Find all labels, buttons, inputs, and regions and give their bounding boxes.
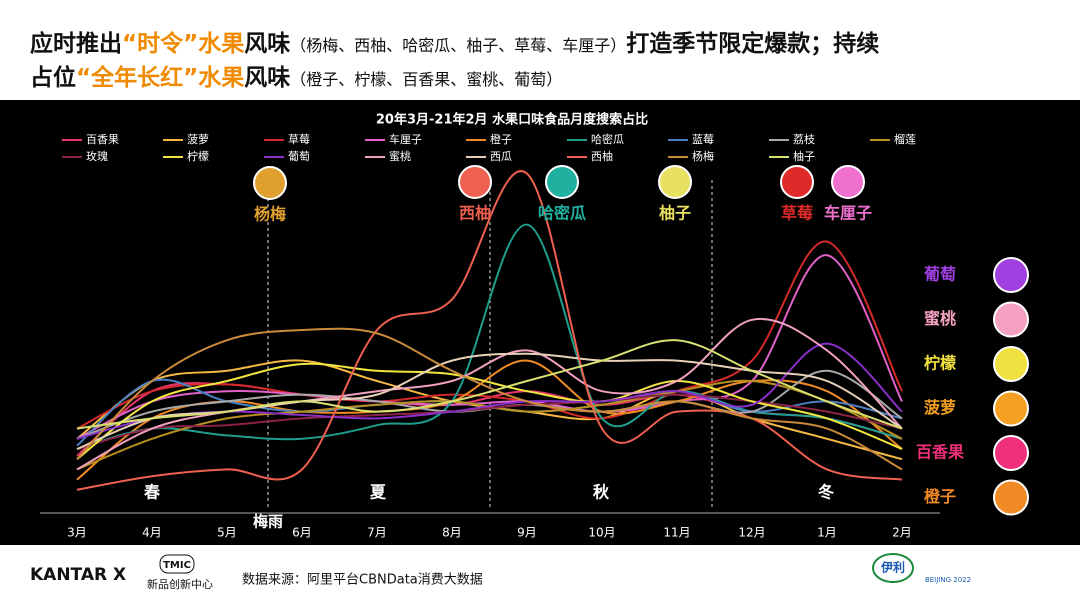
legend-label: 草莓 bbox=[288, 133, 310, 146]
x-tick-label: 10月 bbox=[588, 526, 615, 540]
fruit-icon bbox=[993, 435, 1029, 471]
series-line bbox=[76, 362, 903, 460]
legend-label: 菠萝 bbox=[187, 133, 209, 146]
title-part: （杨梅、西柚、哈密瓜、柚子、草莓、车厘子） bbox=[290, 36, 627, 55]
fruit-icon bbox=[780, 165, 814, 199]
fruit-icon bbox=[993, 257, 1029, 293]
season-label: 春 bbox=[143, 483, 161, 502]
callout-label: 车厘子 bbox=[824, 204, 872, 223]
title-part: 应时推出 bbox=[30, 31, 122, 57]
title-part: 打造季节限定爆款；持续 bbox=[626, 31, 880, 57]
title-part: 风味 bbox=[244, 65, 291, 91]
tmic-name: 新品创新中心 bbox=[147, 577, 213, 591]
x-tick-label: 11月 bbox=[663, 526, 690, 540]
legend-label: 橙子 bbox=[490, 132, 512, 146]
legend-label: 柚子 bbox=[793, 149, 815, 163]
x-tick-label: 12月 bbox=[738, 526, 765, 540]
x-tick-label: 2月 bbox=[892, 526, 912, 540]
fruit-icon bbox=[993, 346, 1029, 382]
legend-label: 蜜桃 bbox=[389, 149, 411, 163]
season-label: 夏 bbox=[369, 483, 387, 502]
legend-label: 榴莲 bbox=[894, 132, 916, 146]
x-tick-label: 4月 bbox=[142, 526, 162, 540]
title-part: 占位 bbox=[30, 65, 76, 91]
year-round-label: 橙子 bbox=[924, 487, 956, 506]
callout-label: 柚子 bbox=[659, 204, 691, 223]
title-part: （橙子、柠檬、百香果、蜜桃、葡萄） bbox=[290, 70, 563, 89]
fruit-icon bbox=[458, 165, 492, 199]
callout-label: 哈密瓜 bbox=[538, 204, 586, 223]
x-tick-label: 1月 bbox=[817, 526, 837, 540]
x-tick-label: 7月 bbox=[367, 526, 387, 540]
header: 应时推出“时令”水果风味（杨梅、西柚、哈密瓜、柚子、草莓、车厘子）打造季节限定爆… bbox=[30, 28, 1070, 96]
title-part: 水果 bbox=[198, 65, 245, 91]
year-round-label: 菠萝 bbox=[924, 398, 956, 417]
yili-badge bbox=[872, 553, 914, 583]
legend-label: 蓝莓 bbox=[692, 133, 714, 146]
title-part: 风味 bbox=[244, 31, 291, 57]
title-line: 应时推出“时令”水果风味（杨梅、西柚、哈密瓜、柚子、草莓、车厘子）打造季节限定爆… bbox=[30, 28, 1070, 62]
yili-logo: 伊利 bbox=[880, 560, 905, 575]
chart-background bbox=[0, 100, 1080, 545]
legend-label: 杨梅 bbox=[692, 149, 714, 163]
x-tick-label: 3月 bbox=[67, 526, 87, 540]
season-label: 冬 bbox=[818, 483, 834, 502]
tmic-box bbox=[159, 554, 195, 574]
title-part: “时令” bbox=[122, 31, 199, 57]
legend-label: 西柚 bbox=[591, 149, 613, 163]
callout-label: 草莓 bbox=[781, 204, 813, 223]
fruit-icon bbox=[993, 390, 1029, 427]
year-round-label: 柠檬 bbox=[924, 354, 956, 373]
legend-label: 玫瑰 bbox=[86, 149, 108, 163]
data-source: 数据来源：阿里平台CBNData消费大数据 bbox=[242, 573, 483, 588]
fruit-icon bbox=[993, 301, 1029, 338]
legend-label: 百香果 bbox=[86, 133, 119, 146]
year-round-label: 葡萄 bbox=[923, 265, 956, 284]
x-tick-label: 8月 bbox=[442, 526, 462, 540]
legend-label: 柠檬 bbox=[187, 149, 209, 163]
fruit-icon bbox=[831, 165, 865, 199]
title-part: “全年长红” bbox=[76, 65, 199, 91]
fruit-icon bbox=[658, 165, 692, 199]
legend-label: 荔枝 bbox=[793, 132, 815, 146]
legend-label: 哈密瓜 bbox=[591, 132, 624, 146]
tmic-logo: TMIC bbox=[163, 560, 191, 571]
fruit-icon bbox=[545, 165, 579, 199]
callout-label: 西柚 bbox=[459, 204, 491, 223]
year-round-label: 蜜桃 bbox=[924, 309, 956, 328]
legend-label: 葡萄 bbox=[288, 150, 310, 163]
x-tick-label: 6月 bbox=[292, 526, 312, 540]
series-line bbox=[76, 327, 903, 471]
x-tick-label: 9月 bbox=[517, 526, 537, 540]
chart-title: 20年3月-21年2月 水果口味食品月度搜索占比 bbox=[376, 112, 648, 128]
legend-label: 西瓜 bbox=[490, 150, 512, 163]
fruit-icon bbox=[993, 479, 1029, 516]
year-round-label: 百香果 bbox=[916, 443, 964, 462]
title-line: 占位“全年长红”水果风味（橙子、柠檬、百香果、蜜桃、葡萄） bbox=[30, 62, 1070, 96]
series-line bbox=[76, 339, 903, 430]
x-tick-label: 5月 bbox=[217, 526, 237, 540]
games-logo: BEIJING 2022 bbox=[925, 576, 971, 584]
callout-label: 杨梅 bbox=[254, 205, 286, 224]
legend-label: 车厘子 bbox=[389, 132, 422, 146]
title-part: 水果 bbox=[198, 31, 245, 57]
brand-logo: KANTAR X bbox=[30, 565, 126, 585]
fruit-icon bbox=[253, 166, 287, 200]
rainy-season-label: 梅雨 bbox=[253, 513, 283, 531]
season-label: 秋 bbox=[593, 483, 610, 502]
